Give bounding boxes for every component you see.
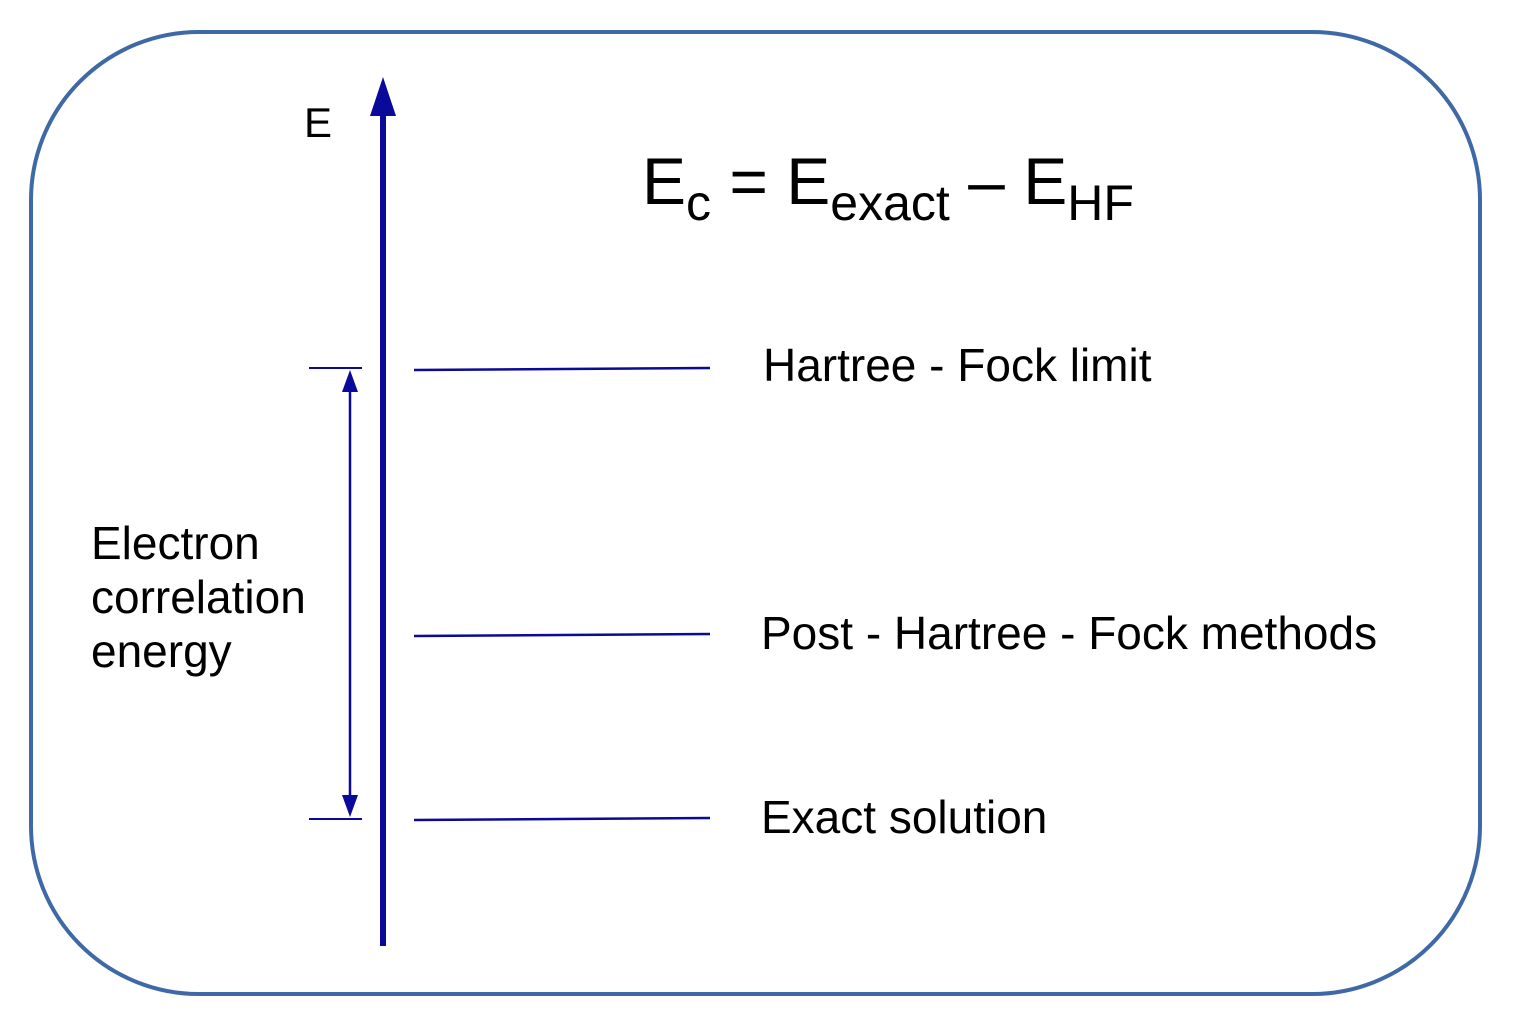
level-label-exact-solution: Exact solution (761, 791, 1048, 843)
level-line-post-hartree-fock (413, 632, 711, 638)
formula-lhs-subscript: c (686, 175, 712, 231)
correlation-energy-formula: Ec = Eexact – EHF (642, 141, 1134, 228)
correlation-arrowhead-up (342, 370, 358, 392)
formula-minus: – (968, 144, 1005, 218)
formula-equals: = (729, 144, 768, 218)
correlation-arrowhead-down (342, 795, 358, 817)
correlation-energy-label: Electron correlation energy (91, 516, 306, 678)
formula-term1-symbol: E (786, 144, 831, 218)
correlation-label-line-3: energy (91, 625, 232, 677)
diagram-frame (29, 30, 1482, 996)
level-line-exact-solution (413, 816, 711, 822)
formula-term1-subscript: exact (830, 175, 950, 231)
formula-lhs-symbol: E (642, 144, 687, 218)
energy-axis-arrowhead (370, 77, 396, 116)
level-label-hartree-fock-limit: Hartree - Fock limit (763, 339, 1152, 391)
level-label-post-hartree-fock: Post - Hartree - Fock methods (761, 607, 1378, 659)
level-line-hartree-fock-limit (413, 366, 711, 372)
correlation-label-line-1: Electron (91, 517, 260, 569)
formula-term2-subscript: HF (1067, 175, 1134, 231)
energy-axis-label: E (304, 99, 333, 146)
correlation-label-line-2: correlation (91, 571, 306, 623)
formula-term2-symbol: E (1023, 144, 1068, 218)
